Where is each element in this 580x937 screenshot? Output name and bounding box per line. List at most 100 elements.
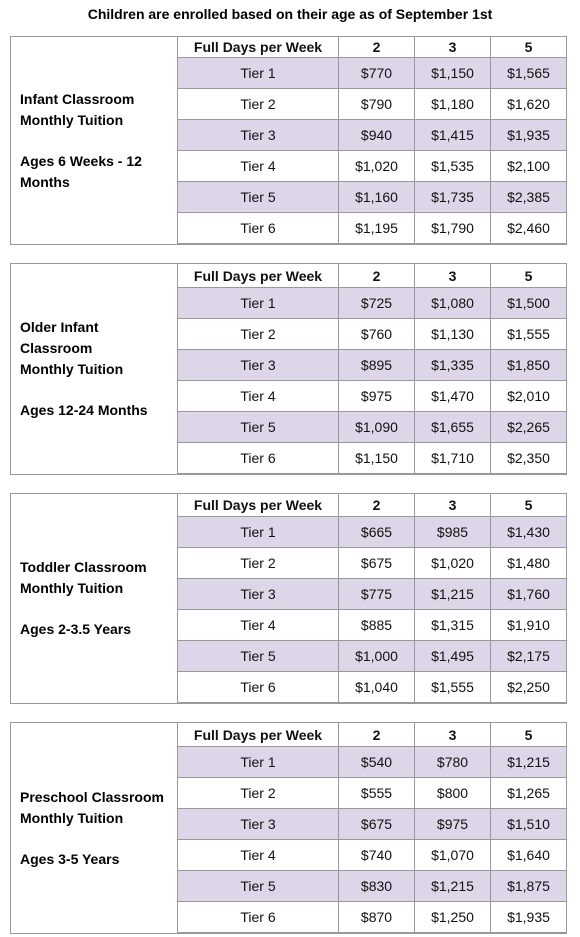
tier-label: Tier 5 — [178, 182, 339, 213]
classroom-name: Infant Classroom — [20, 90, 135, 107]
header-cell: 3 — [415, 37, 491, 58]
tuition-price: $1,090 — [339, 412, 415, 443]
tier-label: Tier 2 — [178, 548, 339, 579]
header-cell: 3 — [415, 264, 491, 288]
tier-label: Tier 5 — [178, 412, 339, 443]
tuition-price: $1,160 — [339, 182, 415, 213]
tuition-price: $2,100 — [491, 151, 566, 182]
header-cell: Full Days per Week — [178, 723, 339, 747]
tier-label: Tier 2 — [178, 778, 339, 809]
tuition-price: $1,215 — [491, 747, 566, 778]
header-cell: Full Days per Week — [178, 37, 339, 58]
tuition-price: $895 — [339, 350, 415, 381]
tier-label: Tier 3 — [178, 120, 339, 151]
age-range: Ages 3-5 Years — [20, 850, 120, 867]
age-range: Ages 2-3.5 Years — [20, 621, 132, 637]
tier-label: Tier 4 — [178, 151, 339, 182]
tuition-price: $1,555 — [491, 319, 566, 350]
tier-label: Tier 3 — [178, 350, 339, 381]
classroom-name: Toddler Classroom — [20, 559, 147, 575]
spacer — [20, 829, 177, 849]
tuition-price: $2,265 — [491, 412, 566, 443]
tuition-price: $2,460 — [491, 213, 566, 244]
tuition-price: $885 — [339, 610, 415, 641]
tier-label: Tier 1 — [178, 288, 339, 319]
header-cell: 3 — [415, 723, 491, 747]
tier-label: Tier 4 — [178, 840, 339, 871]
tuition-price: $1,910 — [491, 610, 566, 641]
tuition-price: $740 — [339, 840, 415, 871]
tuition-price: $1,070 — [415, 840, 491, 871]
tier-label: Tier 4 — [178, 381, 339, 412]
tuition-price: $1,215 — [415, 871, 491, 902]
tuition-price: $1,215 — [415, 579, 491, 610]
tuition-section: Preschool Classroom Monthly Tuition Ages 3… — [10, 722, 567, 934]
tuition-price: $975 — [339, 381, 415, 412]
tuition-price: $1,500 — [491, 288, 566, 319]
tuition-price: $1,150 — [339, 443, 415, 474]
tuition-price: $1,250 — [415, 902, 491, 933]
tier-label: Tier 1 — [178, 747, 339, 778]
tuition-price: $2,175 — [491, 641, 566, 672]
tuition-price: $1,150 — [415, 58, 491, 89]
tuition-price: $1,535 — [415, 151, 491, 182]
section-label: Toddler Classroom Monthly Tuition Ages 2-3… — [11, 494, 178, 703]
classroom-name: Classroom — [20, 340, 93, 356]
tuition-price: $800 — [415, 778, 491, 809]
tuition-price: $780 — [415, 747, 491, 778]
tuition-section: Older Infant Classroom Monthly Tuition Ages… — [10, 263, 567, 475]
tuition-price: $2,010 — [491, 381, 566, 412]
tier-label: Tier 6 — [178, 213, 339, 244]
tier-label: Tier 3 — [178, 809, 339, 840]
tuition-price: $985 — [415, 517, 491, 548]
header-cell: 2 — [339, 723, 415, 747]
tuition-price: $1,620 — [491, 89, 566, 120]
tier-label: Tier 2 — [178, 319, 339, 350]
tuition-price: $1,555 — [415, 672, 491, 703]
tier-label: Tier 1 — [178, 58, 339, 89]
tuition-price: $1,000 — [339, 641, 415, 672]
section-label: Preschool Classroom Monthly Tuition Ages 3… — [11, 723, 178, 933]
tuition-price: $1,495 — [415, 641, 491, 672]
tuition-price: $2,250 — [491, 672, 566, 703]
tuition-price: $1,430 — [491, 517, 566, 548]
tier-label: Tier 4 — [178, 610, 339, 641]
tuition-price: $1,415 — [415, 120, 491, 151]
classroom-name: Preschool Classroom — [20, 788, 164, 805]
tuition-price: $1,335 — [415, 350, 491, 381]
header-cell: Full Days per Week — [178, 494, 339, 517]
tuition-price: $1,655 — [415, 412, 491, 443]
tuition-price: $1,480 — [491, 548, 566, 579]
tuition-price: $665 — [339, 517, 415, 548]
tuition-price: $1,735 — [415, 182, 491, 213]
tier-label: Tier 6 — [178, 902, 339, 933]
tuition-price: $760 — [339, 319, 415, 350]
header-cell: 5 — [491, 37, 566, 58]
tuition-price: $1,315 — [415, 610, 491, 641]
tuition-price: $1,710 — [415, 443, 491, 474]
spacer — [20, 599, 177, 619]
classroom-name: Monthly Tuition — [20, 111, 124, 128]
tuition-price: $830 — [339, 871, 415, 902]
header-cell: 2 — [339, 37, 415, 58]
tier-label: Tier 1 — [178, 517, 339, 548]
tuition-price: $775 — [339, 579, 415, 610]
tuition-price: $675 — [339, 548, 415, 579]
title: Children are enrolled based on their age… — [87, 6, 493, 22]
tuition-price: $675 — [339, 809, 415, 840]
header-cell: 2 — [339, 494, 415, 517]
tuition-price: $1,020 — [415, 548, 491, 579]
tuition-price: $1,760 — [491, 579, 566, 610]
header-cell: 5 — [491, 723, 566, 747]
header-cell: 3 — [415, 494, 491, 517]
tuition-price: $1,935 — [491, 902, 566, 933]
tuition-price: $1,080 — [415, 288, 491, 319]
tier-label: Tier 3 — [178, 579, 339, 610]
classroom-name: Monthly Tuition — [20, 580, 124, 596]
tuition-price: $540 — [339, 747, 415, 778]
tuition-price: $1,510 — [491, 809, 566, 840]
tuition-price: $770 — [339, 58, 415, 89]
tuition-section: Infant Classroom Monthly Tuition Ages 6 We… — [10, 36, 567, 245]
tuition-price: $1,470 — [415, 381, 491, 412]
